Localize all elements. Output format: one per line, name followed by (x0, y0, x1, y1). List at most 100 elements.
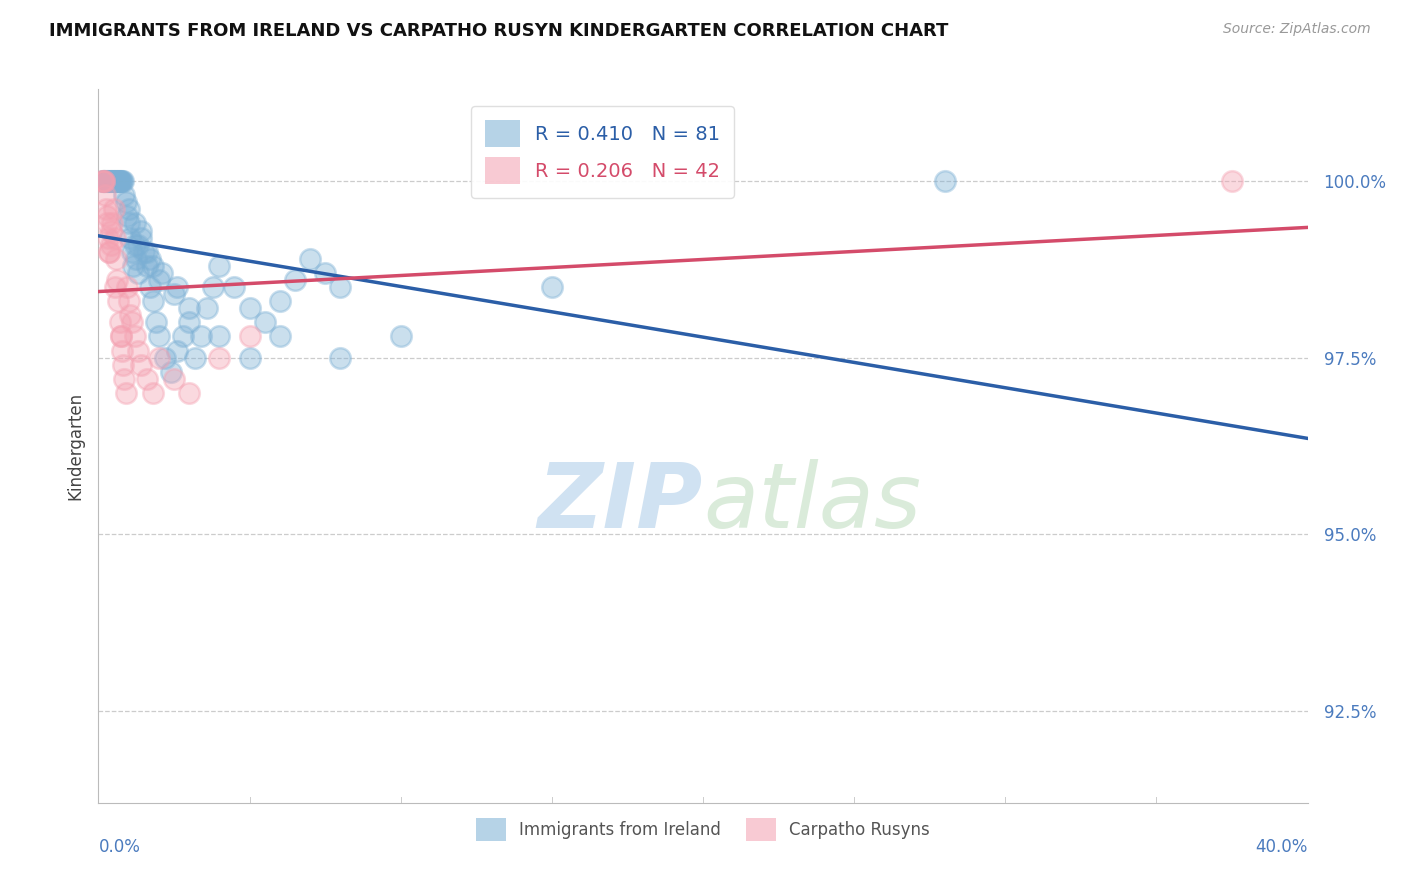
Point (184, 351, 207, 365)
Point (103, 202, 125, 217)
Point (104, 174, 127, 188)
Point (118, 216, 141, 230)
Point (314, 266, 336, 280)
Point (98, 174, 121, 188)
Point (142, 294, 165, 309)
Text: IMMIGRANTS FROM IRELAND VS CARPATHO RUSYN KINDERGARTEN CORRELATION CHART: IMMIGRANTS FROM IRELAND VS CARPATHO RUSY… (49, 22, 949, 40)
Point (135, 259, 157, 273)
Point (208, 259, 231, 273)
Point (125, 252, 148, 266)
Point (179, 386, 201, 401)
Point (100, 237, 122, 252)
Point (1220, 174, 1243, 188)
Point (142, 259, 165, 273)
Point (112, 372, 135, 386)
Point (121, 315, 143, 329)
Point (100, 174, 122, 188)
Point (127, 237, 149, 252)
Point (114, 386, 136, 401)
Point (104, 174, 127, 188)
Point (160, 365, 183, 379)
Point (239, 301, 262, 316)
Point (91, 174, 114, 188)
Point (208, 329, 231, 343)
Point (124, 237, 146, 252)
Point (97, 174, 120, 188)
Point (190, 329, 212, 343)
Point (934, 174, 956, 188)
Point (129, 230, 152, 244)
Point (208, 351, 231, 365)
Point (132, 244, 155, 259)
Point (94, 188, 117, 202)
Point (101, 174, 124, 188)
Point (114, 195, 136, 210)
Point (112, 358, 135, 372)
Point (163, 372, 186, 386)
Point (239, 351, 262, 365)
Point (104, 280, 127, 294)
Point (329, 280, 352, 294)
Point (153, 351, 176, 365)
Point (124, 329, 146, 343)
Point (104, 252, 127, 266)
Point (120, 230, 142, 244)
Point (269, 329, 291, 343)
Point (115, 280, 138, 294)
Point (108, 174, 131, 188)
Text: 40.0%: 40.0% (1256, 838, 1308, 856)
Point (195, 301, 218, 316)
Point (148, 273, 170, 287)
Point (121, 244, 143, 259)
Point (142, 386, 165, 401)
Point (224, 280, 246, 294)
Point (111, 174, 134, 188)
Point (110, 329, 132, 343)
Point (105, 174, 128, 188)
Point (202, 280, 225, 294)
Point (98, 244, 121, 259)
Point (299, 252, 322, 266)
Point (107, 294, 129, 309)
Point (100, 174, 122, 188)
Point (135, 244, 157, 259)
Text: 0.0%: 0.0% (98, 838, 141, 856)
Point (96, 210, 118, 224)
Point (120, 308, 142, 322)
Point (96, 216, 118, 230)
Point (269, 294, 291, 309)
Point (108, 315, 131, 329)
Point (253, 315, 276, 329)
Point (118, 202, 141, 217)
Point (107, 174, 129, 188)
Point (239, 329, 262, 343)
Point (103, 174, 125, 188)
Point (93, 174, 115, 188)
Point (122, 259, 145, 273)
Point (179, 315, 201, 329)
Point (118, 294, 141, 309)
Point (100, 223, 122, 237)
Point (148, 329, 170, 343)
Text: ZIP: ZIP (537, 459, 703, 547)
Text: atlas: atlas (703, 459, 921, 547)
Point (129, 358, 152, 372)
Point (91, 174, 114, 188)
Point (108, 174, 131, 188)
Point (97, 230, 120, 244)
Point (110, 329, 132, 343)
Point (112, 188, 135, 202)
Point (135, 372, 157, 386)
Point (101, 216, 124, 230)
Point (91, 174, 114, 188)
Point (93, 174, 115, 188)
Point (179, 301, 201, 316)
Point (110, 174, 132, 188)
Point (103, 174, 125, 188)
Point (127, 266, 149, 280)
Point (166, 343, 188, 358)
Point (129, 223, 152, 237)
Point (329, 351, 352, 365)
Point (166, 280, 188, 294)
Legend: Immigrants from Ireland, Carpatho Rusyns: Immigrants from Ireland, Carpatho Rusyns (470, 811, 936, 848)
